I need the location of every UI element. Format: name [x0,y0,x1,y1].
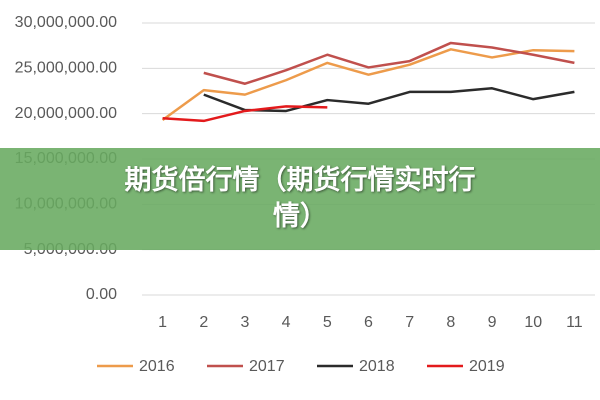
series-line [203,41,575,85]
legend-label: 2017 [249,358,285,375]
series-line [203,87,575,113]
y-tick-label: 30,000,000.00 [15,14,117,31]
x-tick-label: 5 [323,314,332,331]
x-tick-label: 3 [241,314,250,331]
banner-title: 期货倍行情（期货行情实时行情） [124,165,476,232]
x-tick-label: 1 [158,314,167,331]
y-tick-label: 0.00 [86,286,117,303]
legend-label: 2018 [359,358,395,375]
x-tick-label: 9 [488,314,497,331]
x-tick-label: 2 [199,314,208,331]
y-tick-label: 20,000,000.00 [15,105,117,122]
y-tick-label: 25,000,000.00 [15,60,117,77]
x-tick-label: 7 [405,314,414,331]
x-tick-label: 8 [446,314,455,331]
series-line [161,48,575,122]
x-tick-label: 4 [282,314,291,331]
banner: 期货倍行情（期货行情实时行情） [0,148,600,250]
x-tick-label: 6 [364,314,373,331]
legend-label: 2019 [469,358,505,375]
legend-label: 2016 [139,358,175,375]
x-tick-label: 10 [524,314,542,331]
series-line [162,105,328,123]
x-tick-label: 11 [566,314,583,331]
